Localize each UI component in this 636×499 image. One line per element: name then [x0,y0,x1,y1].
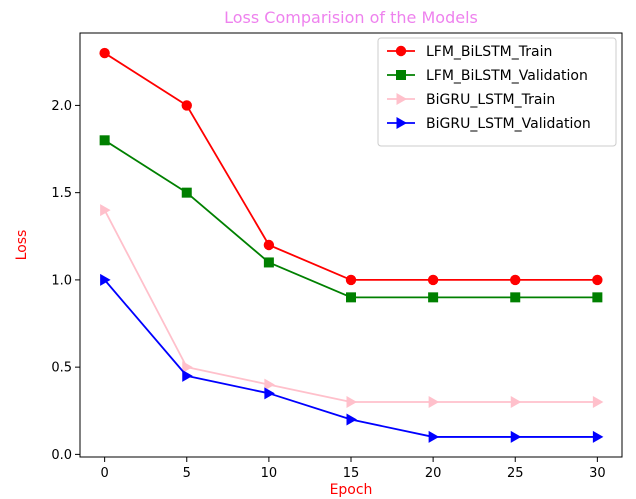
x-tick-label: 10 [261,466,278,481]
data-point-marker [592,430,604,443]
data-point-marker [510,292,521,303]
data-point-marker [181,100,192,111]
data-point-marker [427,274,439,286]
data-point-marker [346,396,357,409]
y-tick-label: 1.0 [51,273,72,288]
data-point-marker [428,292,439,303]
y-tick-label: 2.0 [51,99,72,114]
data-point-marker [263,257,274,268]
data-point-marker [510,430,522,443]
legend-entry: LFM_BiLSTM_Train [387,44,552,60]
x-axis-label: Epoch [330,482,373,498]
legend-entry: BiGRU_LSTM_Validation [387,116,591,132]
data-point-marker [346,413,357,426]
data-point-marker [592,396,604,409]
y-axis-ticks: 0.0 0.5 1.0 1.5 2.0 [51,99,80,463]
legend-frame [377,37,617,147]
x-tick-label: 20 [425,466,442,481]
data-point-marker [428,430,440,443]
data-point-marker [264,378,275,391]
data-point-marker [428,396,440,409]
data-point-marker [510,274,521,286]
x-tick-label: 25 [507,466,524,481]
legend-label: BiGRU_LSTM_Train [426,92,555,108]
data-point-marker [182,361,193,374]
legend-marker [396,117,407,129]
data-point-marker [181,187,192,198]
plot-area: 0 5 10 15 20 25 30 0.0 0.5 1.0 1.5 2.0 [51,32,623,481]
legend-entry: BiGRU_LSTM_Train [387,92,555,108]
legend-label: LFM_BiLSTM_Validation [426,68,588,84]
legend-entry: LFM_BiLSTM_Validation [387,68,588,84]
data-point-marker [510,396,522,409]
series-LFM_BiLSTM_Validation [99,135,603,303]
data-point-marker [100,273,111,286]
legend: LFM_BiLSTM_Train LFM_BiLSTM_Validation BiG… [377,37,617,147]
x-tick-label: 5 [183,466,191,481]
legend-items: LFM_BiLSTM_Train LFM_BiLSTM_Validation BiG… [387,44,591,132]
legend-marker [396,93,407,105]
series-BiGRU_LSTM_Train [100,204,604,409]
legend-label: BiGRU_LSTM_Validation [426,116,591,132]
y-tick-label: 1.5 [51,186,72,201]
data-point-marker [592,274,603,286]
data-point-marker [263,239,275,251]
series-layer [99,47,604,443]
data-point-marker [345,274,357,286]
y-axis-label: Loss [14,230,30,261]
data-point-marker [99,47,110,59]
legend-marker [395,45,407,57]
data-point-marker [99,135,110,146]
x-tick-label: 0 [100,466,108,481]
y-tick-label: 0.5 [51,361,72,376]
x-axis-ticks: 0 5 10 15 20 25 30 [100,457,606,481]
chart-title: Loss Comparision of the Models [224,8,478,27]
data-point-marker [346,292,356,303]
legend-marker [396,70,406,80]
y-tick-label: 0.0 [51,448,72,463]
series-LFM_BiLSTM_Train [99,47,603,286]
x-tick-label: 15 [343,466,360,481]
data-point-marker [182,369,193,382]
data-point-marker [264,387,275,400]
x-tick-label: 30 [589,466,606,481]
legend-label: LFM_BiLSTM_Train [426,44,552,60]
data-point-marker [100,204,111,217]
data-point-marker [592,292,603,303]
series-BiGRU_LSTM_Validation [100,273,604,443]
